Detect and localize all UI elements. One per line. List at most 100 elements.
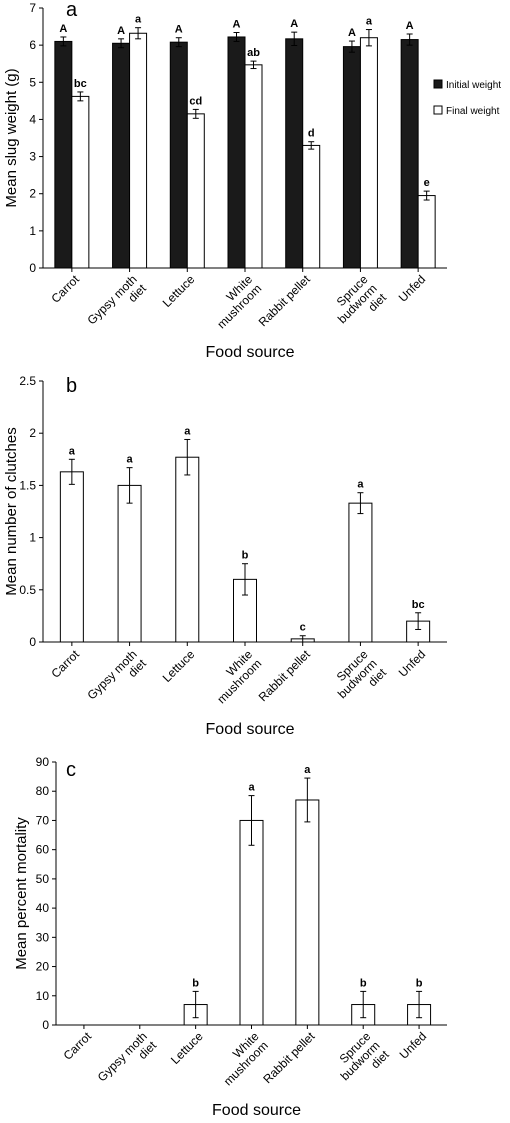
y-tick-label: 6 <box>29 38 36 52</box>
significance-label: a <box>127 454 134 466</box>
significance-label: A <box>117 25 125 37</box>
significance-label: b <box>416 977 423 989</box>
legend-swatch <box>433 79 443 89</box>
bar <box>285 38 304 269</box>
chart-panel-b: 0 0.5 1 1.5 2 2.5 b Mean number of clutches Food… <box>3 374 447 738</box>
chart-panel-c: 0 10 20 30 40 50 60 70 80 90 c Mean percent mortali… <box>13 755 447 1119</box>
x-tick-label-line: Rabbit pellet <box>260 1029 318 1087</box>
bar <box>227 36 246 269</box>
bar <box>71 95 90 269</box>
x-tick-label: Lettuce <box>160 647 198 685</box>
bar <box>169 41 188 269</box>
bar <box>342 46 361 269</box>
significance-label: bc <box>412 599 425 611</box>
legend-label: Initial weight <box>446 80 501 91</box>
panel-label: a <box>66 0 78 21</box>
x-tick-label: Rabbit pellet <box>256 272 314 330</box>
significance-label: b <box>192 977 199 989</box>
y-tick-label: 60 <box>36 843 50 857</box>
y-tick-label: 80 <box>36 784 50 798</box>
bar <box>400 39 419 269</box>
significance-label: A <box>233 19 241 31</box>
x-tick-label: Lettuce <box>168 1029 206 1067</box>
legend-label: Final weight <box>446 106 500 117</box>
significance-label: c <box>300 622 306 634</box>
x-tick-label-line: Rabbit pellet <box>256 272 314 330</box>
panel-label: b <box>66 375 77 397</box>
y-tick-label: 1.5 <box>19 478 36 492</box>
panel-label: c <box>66 759 76 781</box>
y-tick-label: 70 <box>36 813 50 827</box>
x-tick-label: Gypsy mothdiet <box>95 1029 160 1094</box>
x-tick-label: Lettuce <box>160 272 198 310</box>
x-axis-label: Food source <box>212 1102 301 1119</box>
significance-label: a <box>135 14 142 26</box>
y-tick-label: 0 <box>29 261 36 275</box>
x-tick-label-line: Carrot <box>61 1029 95 1063</box>
bar <box>54 40 73 269</box>
x-tick-label: Whitemushroom <box>205 272 264 331</box>
y-tick-label: 7 <box>29 1 36 15</box>
significance-label: b <box>242 550 249 562</box>
x-tick-label: Carrot <box>49 647 83 681</box>
bar <box>186 113 205 269</box>
bar <box>129 32 148 269</box>
y-axis-label: Mean percent mortality <box>13 817 30 970</box>
x-tick-label: Rabbit pellet <box>256 647 314 705</box>
y-tick-label: 0.5 <box>19 583 36 597</box>
bar <box>302 144 321 269</box>
significance-label: e <box>424 177 430 189</box>
significance-label: a <box>184 425 191 437</box>
y-tick-label: 30 <box>36 930 50 944</box>
x-axis-label: Food source <box>206 344 295 361</box>
x-tick-label-line: Unfed <box>397 1029 430 1062</box>
y-tick-label: 90 <box>36 755 50 769</box>
x-tick-label: Sprucebudwormdiet <box>329 1029 393 1093</box>
y-tick-label: 5 <box>29 75 36 89</box>
significance-label: a <box>69 445 76 457</box>
y-axis-label: Mean slug weight (g) <box>3 68 20 207</box>
bar <box>117 484 142 643</box>
significance-label: a <box>304 764 311 776</box>
x-tick-label: Whitemushroom <box>205 647 264 706</box>
y-tick-label: 10 <box>36 989 50 1003</box>
bar <box>359 37 378 269</box>
x-tick-label: Unfed <box>396 272 429 305</box>
significance-label: ab <box>247 47 260 59</box>
legend-swatch <box>433 105 443 115</box>
x-tick-label-line: Carrot <box>49 647 83 681</box>
significance-label: a <box>366 16 373 28</box>
x-tick-label-line: Lettuce <box>160 647 198 685</box>
significance-label: A <box>175 24 183 36</box>
significance-label: cd <box>189 95 202 107</box>
y-axis-label: Mean number of clutches <box>3 427 20 595</box>
x-tick-label-line: Lettuce <box>168 1029 206 1067</box>
bar <box>244 64 263 269</box>
significance-label: A <box>348 27 356 39</box>
y-tick-label: 4 <box>29 112 36 126</box>
bar <box>417 195 436 269</box>
significance-label: d <box>308 128 315 140</box>
bar <box>175 456 200 643</box>
x-tick-label: Rabbit pellet <box>260 1029 318 1087</box>
x-tick-label: Carrot <box>49 272 83 306</box>
bar <box>239 819 264 1026</box>
y-tick-label: 50 <box>36 872 50 886</box>
y-tick-label: 2 <box>29 426 36 440</box>
x-tick-label: Gypsy mothdiet <box>85 647 150 712</box>
x-tick-label-line: Rabbit pellet <box>256 647 314 705</box>
x-tick-label: Carrot <box>61 1029 95 1063</box>
x-tick-label: Sprucebudwormdiet <box>326 272 390 336</box>
x-tick-label: Unfed <box>397 1029 430 1062</box>
y-tick-label: 1 <box>29 531 36 545</box>
significance-label: a <box>248 782 255 794</box>
bar <box>112 42 131 269</box>
y-tick-label: 3 <box>29 150 36 164</box>
y-tick-label: 2.5 <box>19 374 36 388</box>
significance-label: A <box>59 23 67 35</box>
y-tick-label: 20 <box>36 960 50 974</box>
y-tick-label: 0 <box>29 635 36 649</box>
y-tick-label: 0 <box>42 1018 49 1032</box>
chart-panel-a: 0 1 2 3 4 5 6 7 a Mean slug weight (g) Food source… <box>3 0 501 361</box>
